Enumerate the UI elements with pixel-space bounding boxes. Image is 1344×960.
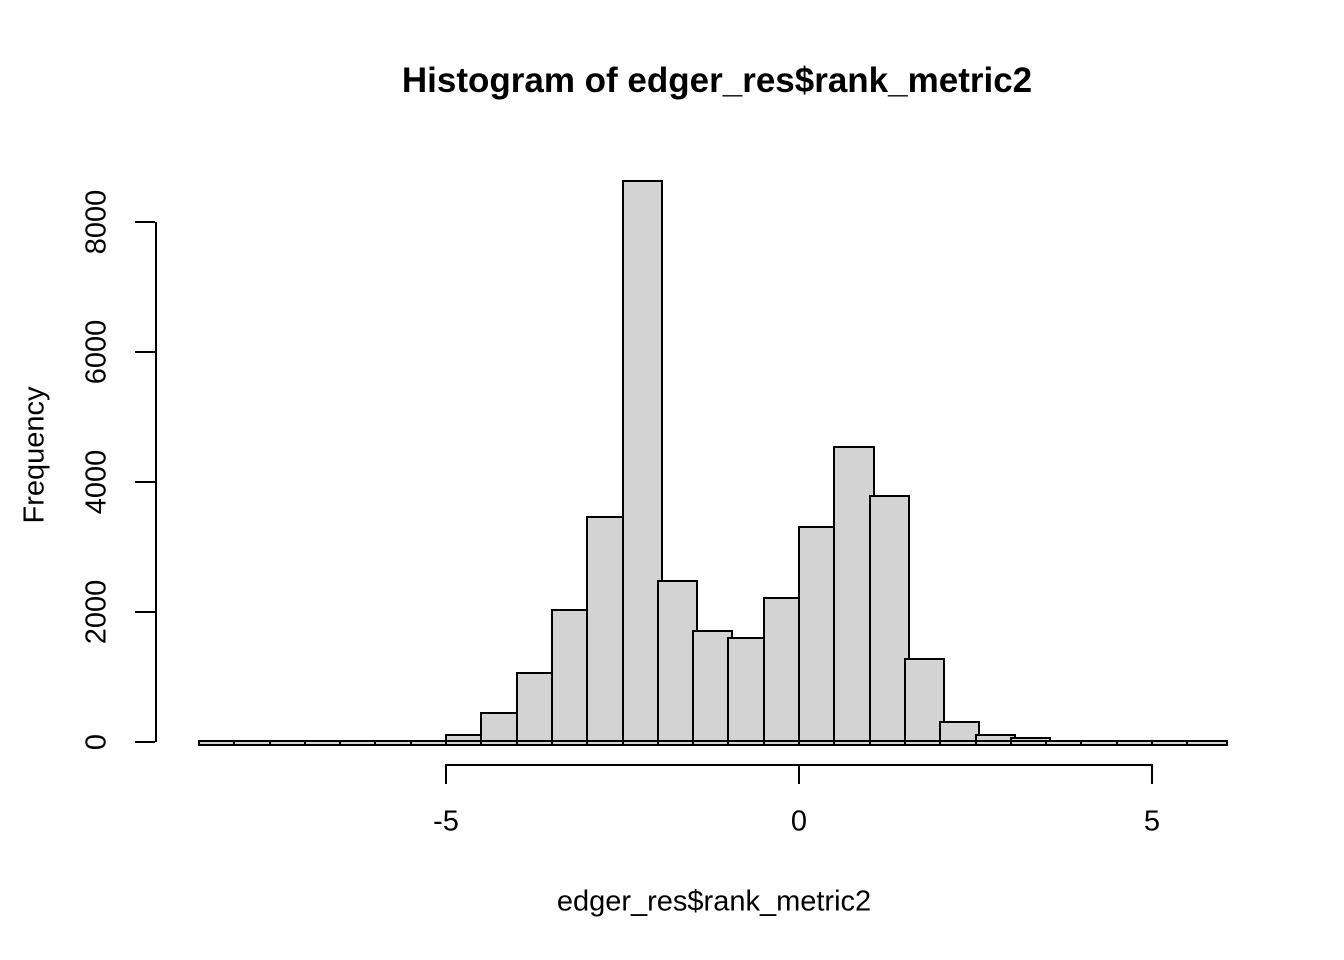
x-tick-label: 0	[790, 805, 808, 838]
y-tick-label: 4000	[80, 449, 113, 515]
y-tick	[135, 741, 155, 743]
histogram-bar	[903, 657, 946, 746]
x-tick-label: -5	[433, 805, 459, 838]
histogram-bar	[727, 637, 769, 746]
histogram-bar	[550, 608, 593, 746]
y-tick-label: 8000	[80, 189, 113, 255]
y-tick	[135, 481, 155, 483]
x-tick-label: 5	[1143, 805, 1161, 838]
y-tick	[135, 611, 155, 613]
y-axis-line	[155, 222, 157, 742]
histogram-bar	[692, 630, 734, 746]
x-tick	[1151, 763, 1153, 784]
y-tick-label: 6000	[80, 319, 113, 385]
histogram-baseline	[198, 740, 1223, 742]
histogram-bar	[586, 515, 628, 746]
y-tick	[135, 221, 155, 223]
histogram-bar	[868, 495, 910, 746]
y-tick	[135, 351, 155, 353]
x-tick	[798, 763, 800, 784]
histogram-bar	[621, 179, 663, 746]
x-tick	[445, 763, 447, 784]
x-axis-label: edger_res$rank_metric2	[556, 885, 872, 918]
y-tick-label: 0	[80, 733, 113, 751]
y-tick-label: 2000	[80, 579, 113, 645]
chart-title: Histogram of edger_res$rank_metric2	[401, 61, 1033, 100]
